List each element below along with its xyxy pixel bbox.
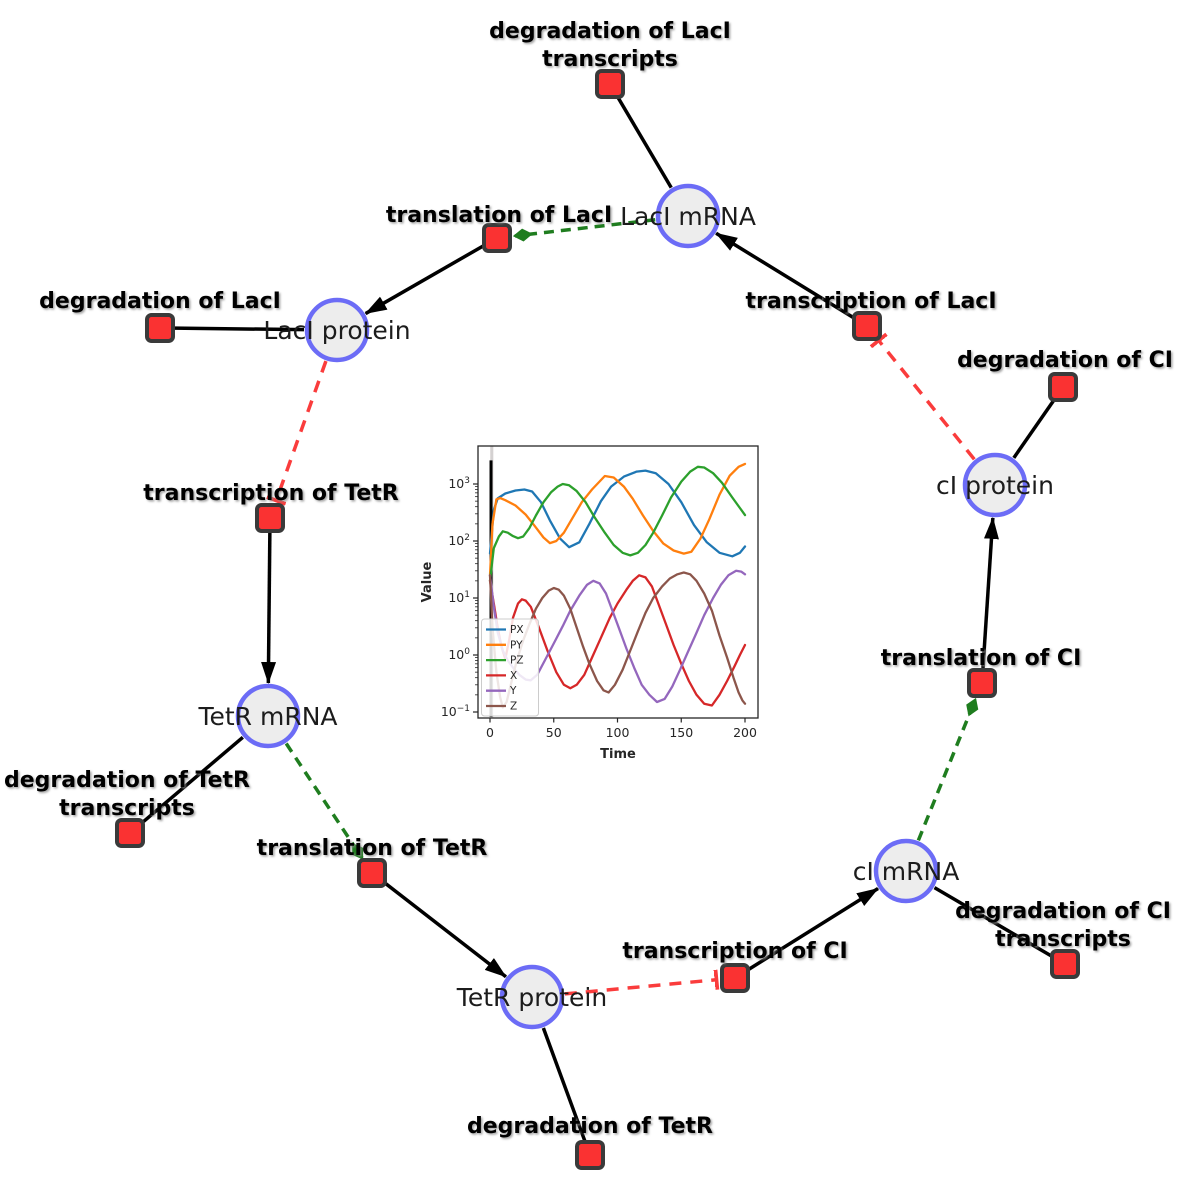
- reaction-node-deg-tetr-transcripts: [115, 818, 145, 848]
- chart-x-axis-label: Time: [600, 747, 636, 762]
- reaction-label-deg-tetr-transcripts: degradation of TetR transcripts: [4, 768, 250, 821]
- species-node-tetr-mrna: [235, 683, 301, 749]
- reaction-node-translation-tetr: [357, 858, 387, 888]
- edge-laci-protein-to-deg-laci: [174, 326, 305, 332]
- x-tick-label: 100: [606, 725, 630, 740]
- edge-laci-mrna-to-translation-laci: [512, 218, 656, 242]
- edge-transcription-laci-to-laci-mrna: [715, 231, 856, 320]
- reaction-label-deg-ci-transcripts: degradation of CI transcripts: [955, 899, 1171, 952]
- edge-laci-protein-to-transcription-tetr: [276, 360, 328, 500]
- species-label-tetr-mrna: TetR mRNA: [197, 702, 337, 731]
- legend-label-X: X: [510, 670, 517, 682]
- reaction-node-deg-laci-transcripts: [595, 69, 625, 99]
- edge-transcription-tetr-to-tetr-mrna: [261, 532, 277, 685]
- reaction-label-deg-tetr: degradation of TetR: [467, 1114, 713, 1139]
- reaction-node-deg-ci-transcripts: [1050, 949, 1080, 979]
- species-label-ci-protein: cI protein: [936, 471, 1054, 500]
- reaction-label-transcription-laci: transcription of LacI: [745, 289, 996, 314]
- edge-transcription-ci-to-ci-mrna: [746, 887, 879, 972]
- edge-laci-mrna-to-deg-laci-transcripts: [616, 96, 673, 189]
- reaction-label-deg-laci: degradation of LacI: [39, 289, 281, 314]
- species-node-laci-mrna: [655, 183, 721, 249]
- species-label-tetr-protein: TetR protein: [456, 983, 607, 1012]
- legend-label-PY: PY: [510, 639, 523, 651]
- species-label-ci-mrna: cI mRNA: [853, 857, 960, 886]
- chart-y-axis-label: Value: [420, 561, 435, 602]
- edge-ci-mrna-to-translation-ci: [916, 697, 979, 842]
- species-label-laci-mrna: LacI mRNA: [620, 202, 756, 231]
- edge-tetr-protein-to-transcription-ci: [564, 980, 716, 996]
- reaction-node-deg-tetr: [575, 1140, 605, 1170]
- reaction-node-deg-laci: [145, 313, 175, 343]
- x-tick-label: 50: [546, 725, 562, 740]
- edge-translation-tetr-to-tetr-protein: [382, 880, 507, 979]
- edge-ci-protein-to-transcription-laci: [879, 341, 976, 461]
- reaction-label-deg-laci-transcripts: degradation of LacI transcripts: [489, 19, 731, 72]
- reaction-node-transcription-laci: [852, 311, 882, 341]
- reaction-label-transcription-ci: transcription of CI: [622, 939, 847, 964]
- species-node-laci-protein: [304, 297, 370, 363]
- edge-ci-mrna-to-deg-ci-transcripts: [933, 886, 1053, 958]
- inset-timeseries-chart: 0 50 100 150 20010−1100101102103TimeValuePXP…: [418, 428, 790, 774]
- reaction-label-translation-ci: translation of CI: [881, 646, 1082, 671]
- reaction-node-transcription-tetr: [255, 503, 285, 533]
- species-node-ci-mrna: [873, 838, 939, 904]
- edge-tetr-mrna-to-translation-tetr: [284, 742, 364, 860]
- reaction-node-deg-ci: [1048, 372, 1078, 402]
- reaction-node-transcription-ci: [720, 963, 750, 993]
- series-line-PZ: [488, 465, 747, 582]
- chart-legend: PX PY PZ XYZ: [481, 618, 539, 717]
- labels-layer: LacI mRNA LacI protein TetR mRNA TetR prote…: [4, 19, 1173, 1139]
- edge-translation-ci-to-ci-protein: [981, 516, 999, 669]
- reaction-label-translation-tetr: translation of TetR: [257, 836, 488, 861]
- species-node-tetr-protein: [499, 964, 565, 1030]
- x-tick-label: 0: [486, 725, 494, 740]
- x-tick-label: 200: [733, 725, 757, 740]
- edge-tetr-protein-to-deg-tetr: [541, 1027, 587, 1142]
- edge-ci-protein-to-deg-ci: [1012, 398, 1056, 459]
- reaction-node-translation-laci: [482, 223, 512, 253]
- x-tick-label: 150: [669, 725, 693, 740]
- nodes-layer: [115, 69, 1080, 1170]
- species-label-laci-protein: LacI protein: [263, 316, 410, 345]
- legend-label-PZ: PZ: [510, 655, 524, 667]
- reaction-label-translation-laci: translation of LacI: [386, 203, 612, 228]
- reaction-node-translation-ci: [967, 668, 997, 698]
- series-line-X: [488, 574, 747, 707]
- species-node-ci-protein: [962, 452, 1028, 518]
- series-line-PY: [488, 462, 747, 577]
- reaction-label-transcription-tetr: transcription of TetR: [143, 481, 399, 506]
- edge-translation-laci-to-laci-protein: [364, 243, 485, 316]
- edge-tetr-mrna-to-deg-tetr-transcripts: [140, 736, 244, 825]
- legend-label-Y: Y: [509, 685, 517, 697]
- chart-background: [418, 428, 790, 774]
- legend-label-Z: Z: [510, 701, 517, 713]
- edges-layer: [140, 96, 1056, 1142]
- reaction-label-deg-ci: degradation of CI: [957, 348, 1173, 373]
- legend-label-PX: PX: [510, 624, 524, 636]
